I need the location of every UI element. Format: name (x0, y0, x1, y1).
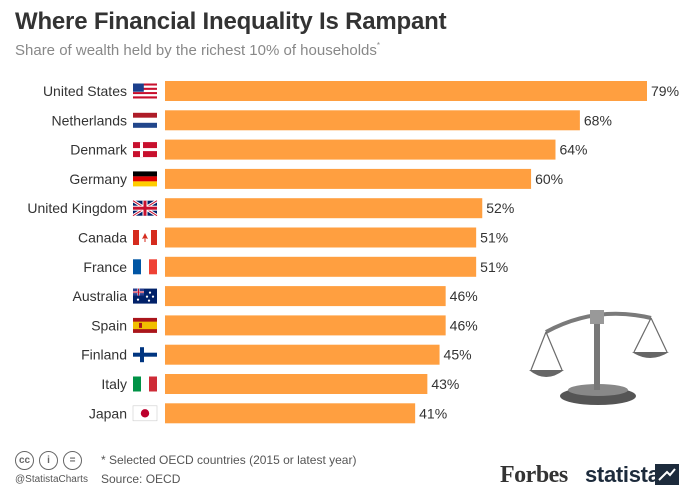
bar (165, 374, 428, 394)
statista-logo: statista (585, 462, 660, 487)
category-label: Italy (101, 376, 127, 392)
forbes-logo: Forbes (500, 462, 568, 488)
source: Source: OECD (101, 472, 181, 486)
bar (165, 256, 477, 277)
category-label: Germany (69, 171, 127, 187)
bar (165, 168, 532, 189)
bar (165, 110, 580, 131)
flag-us-icon (133, 83, 157, 99)
category-label: France (83, 259, 127, 275)
bar-value-label: 46% (450, 317, 478, 333)
bar-value-label: 68% (584, 112, 612, 128)
bar (165, 198, 483, 219)
bar (165, 344, 440, 365)
subtitle-footnote-mark: * (376, 41, 381, 50)
bar-value-label: 45% (444, 347, 472, 363)
bar-value-label: 79% (651, 83, 679, 99)
category-label: Australia (73, 288, 128, 304)
bar (165, 286, 446, 307)
bar (165, 81, 647, 101)
category-label: United States (43, 83, 127, 99)
bar-value-label: 43% (431, 376, 459, 392)
category-label: Spain (91, 317, 127, 333)
category-label: Finland (81, 347, 127, 363)
bar-value-label: 51% (480, 259, 508, 275)
category-label: Netherlands (52, 112, 128, 128)
bar (165, 227, 477, 248)
category-label: Denmark (70, 142, 128, 158)
no-derivatives-icon: = (63, 451, 82, 470)
flag-ca-icon (133, 230, 157, 245)
bar (165, 403, 416, 424)
chart-title: Where Financial Inequality Is Rampant (15, 8, 447, 35)
footnote: * Selected OECD countries (2015 or lates… (101, 453, 357, 467)
category-label: Japan (89, 405, 127, 421)
flag-gb-icon (132, 199, 158, 217)
bar-value-label: 41% (419, 405, 447, 421)
bar (165, 315, 446, 336)
bar-value-label: 46% (450, 288, 478, 304)
bar-value-label: 52% (486, 200, 514, 216)
bar-value-label: 60% (535, 171, 563, 187)
bar-chart: United States 79% Netherlands 68% Denmark 64%… (27, 81, 679, 424)
scale-of-justice-icon (529, 310, 669, 405)
flag-es-icon (133, 317, 157, 333)
flag-nl-icon (133, 112, 157, 128)
flag-jp-icon (132, 405, 158, 422)
attribution-icon: i (39, 451, 58, 470)
bar-value-label: 64% (559, 142, 587, 158)
category-label: Canada (78, 230, 127, 246)
category-label: United Kingdom (27, 200, 127, 216)
flag-it-icon (133, 376, 157, 392)
creative-commons-icon: cc (15, 451, 34, 470)
bar (165, 139, 556, 160)
statista-handle: @StatistaCharts (15, 474, 88, 485)
chart-subtitle: Share of wealth held by the richest 10% … (15, 41, 380, 59)
bar-value-label: 51% (480, 230, 508, 246)
subtitle-text: Share of wealth held by the richest 10% … (15, 42, 377, 59)
flag-au-icon (133, 288, 157, 304)
flag-fi-icon (133, 347, 157, 363)
flag-de-icon (133, 171, 157, 187)
flag-dk-icon (133, 142, 157, 158)
flag-fr-icon (133, 259, 157, 275)
statista-logo-icon (655, 464, 679, 485)
